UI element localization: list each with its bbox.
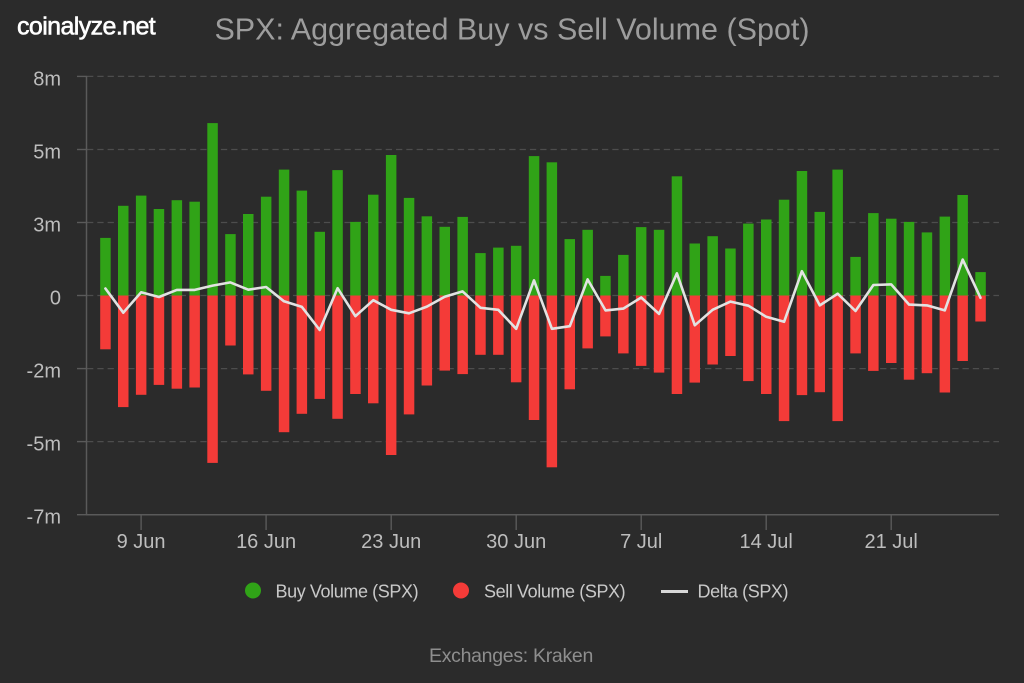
svg-text:Buy Volume (SPX): Buy Volume (SPX) (276, 582, 419, 602)
svg-text:Exchanges: Kraken: Exchanges: Kraken (429, 645, 593, 667)
svg-text:coinalyze.net: coinalyze.net (17, 13, 156, 41)
svg-text:3m: 3m (33, 215, 61, 237)
svg-text:Delta (SPX): Delta (SPX) (698, 582, 789, 602)
svg-text:30 Jun: 30 Jun (486, 531, 546, 553)
svg-text:-7m: -7m (27, 507, 61, 529)
svg-text:21 Jul: 21 Jul (865, 531, 918, 553)
svg-text:14 Jul: 14 Jul (740, 531, 793, 553)
svg-text:-5m: -5m (27, 434, 61, 456)
svg-text:7 Jul: 7 Jul (620, 531, 662, 553)
svg-text:16 Jun: 16 Jun (236, 531, 296, 553)
svg-text:8m: 8m (33, 68, 61, 90)
svg-text:5m: 5m (33, 142, 61, 164)
svg-text:Sell Volume (SPX): Sell Volume (SPX) (484, 582, 625, 602)
svg-text:SPX: Aggregated Buy vs Sell Vo: SPX: Aggregated Buy vs Sell Volume (Spot… (214, 13, 809, 47)
svg-text:23 Jun: 23 Jun (361, 531, 421, 553)
svg-text:0: 0 (50, 288, 61, 310)
svg-text:-2m: -2m (27, 361, 61, 383)
svg-text:9 Jun: 9 Jun (117, 531, 166, 553)
